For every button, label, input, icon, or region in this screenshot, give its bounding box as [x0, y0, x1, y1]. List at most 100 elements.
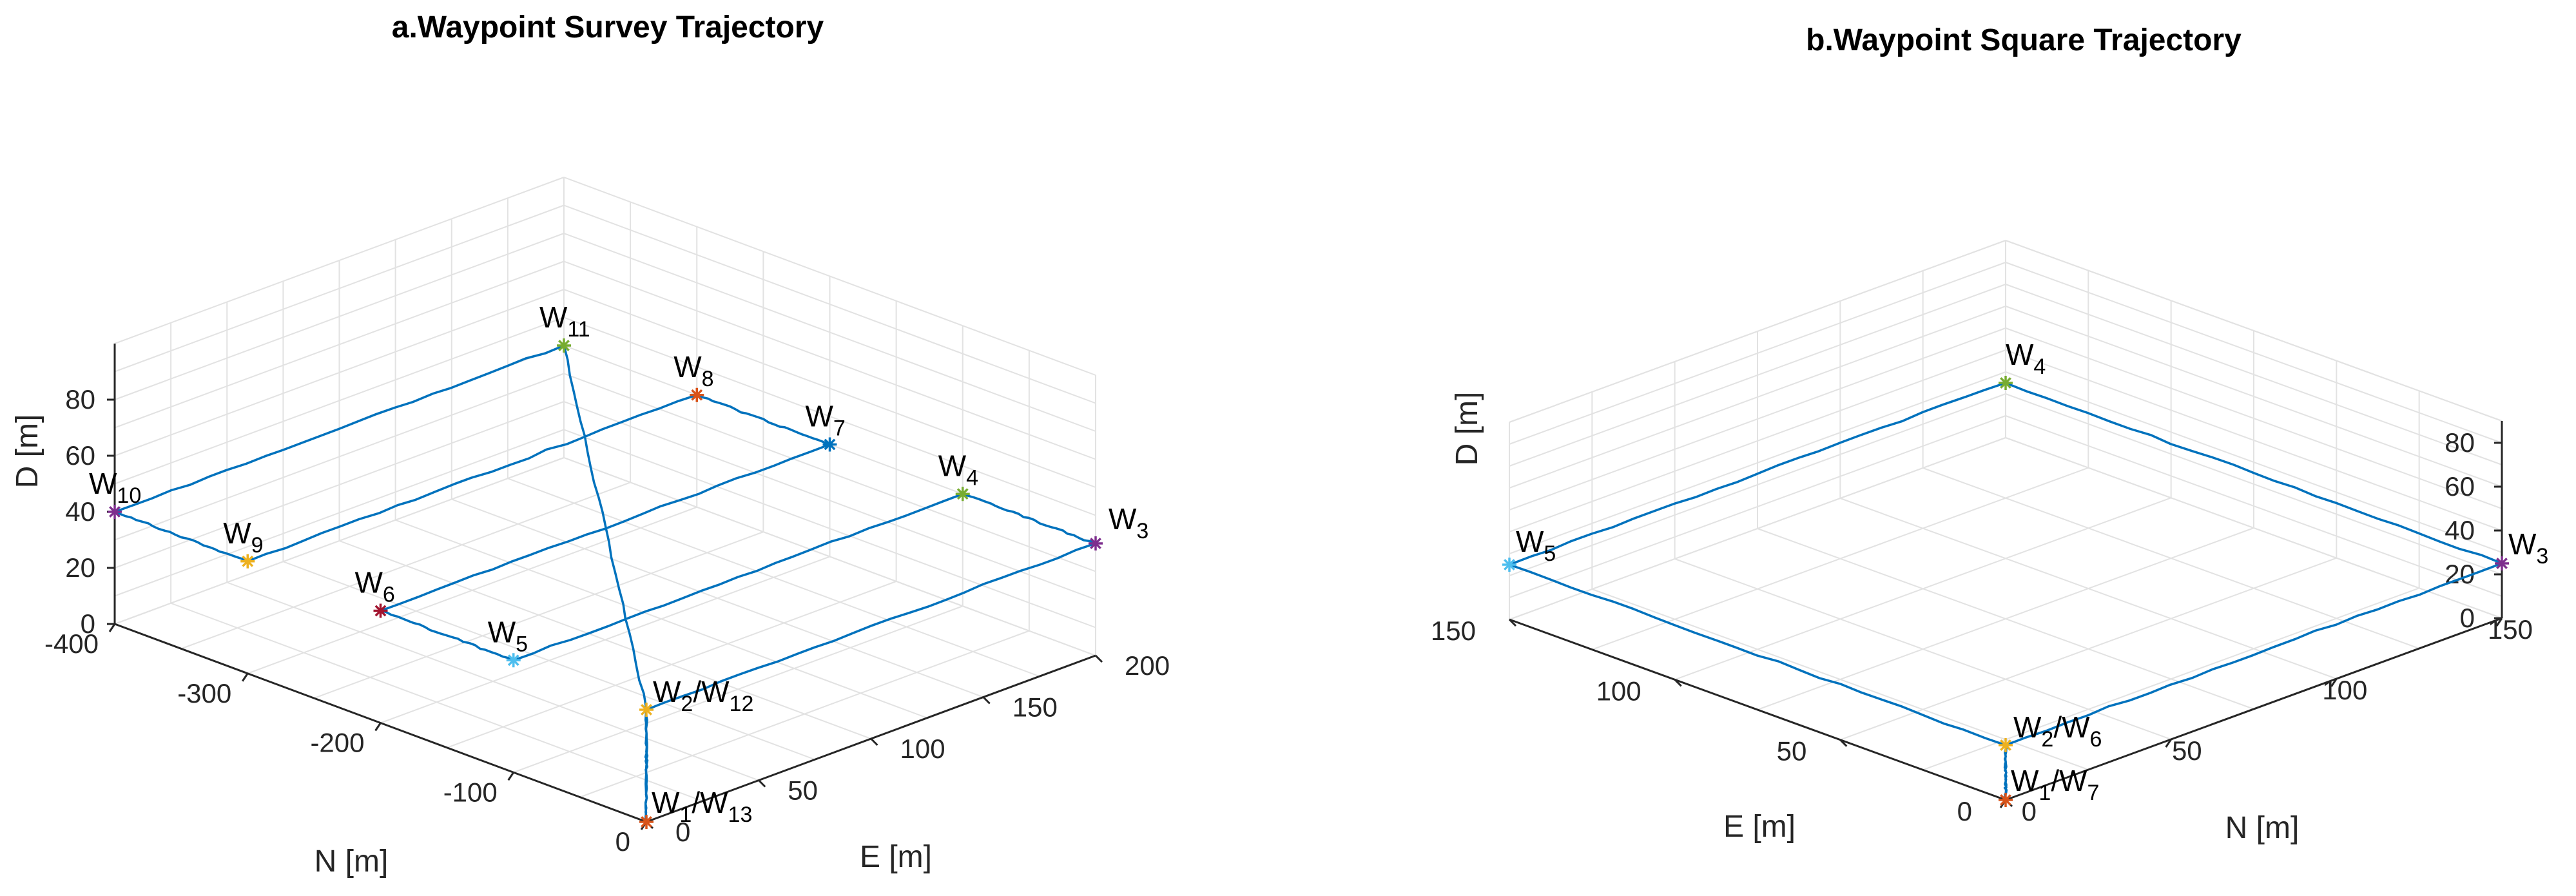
d-tick-label: 40 — [65, 496, 95, 527]
waypoint-label-subscript: 9 — [251, 533, 264, 558]
waypoint-label: W4 — [2006, 338, 2046, 379]
chart-b-axes-box — [1509, 421, 2503, 801]
minor-grid-line — [180, 482, 631, 650]
chart-a-axes-box — [113, 344, 1096, 823]
chart-a-ticks: -400 -300 -200 -100 0 0 50 100 150 200 0 20 40 60 80 — [44, 384, 1170, 857]
waypoint-label: W5 — [488, 615, 528, 656]
e-tick-label: 200 — [1125, 650, 1170, 681]
waypoint-marker — [2000, 377, 2011, 389]
waypoint-label-text: /W — [2053, 710, 2090, 744]
waypoint-label-subscript: 6 — [2090, 727, 2102, 752]
d-tick-label: 0 — [81, 609, 95, 639]
waypoint-label-text: W — [89, 467, 117, 500]
chart-a-title: a.Waypoint Survey Trajectory — [392, 10, 824, 44]
d-tick-label: 80 — [2445, 427, 2475, 458]
grid-line — [114, 289, 565, 456]
minor-grid-line — [395, 519, 927, 719]
waypoint-label-text: W — [2013, 710, 2042, 744]
e-tick-mark — [982, 696, 991, 705]
waypoint-label: W6 — [355, 566, 395, 607]
waypoint-marker — [507, 654, 519, 667]
n-tick-label: 50 — [2172, 735, 2202, 766]
waypoint-1: W1/W13 — [639, 786, 752, 829]
grid-line — [114, 177, 565, 344]
waypoint-label: W8 — [673, 350, 713, 391]
waypoint-label-subscript: 7 — [833, 416, 846, 441]
waypoint-label-text: W — [355, 566, 383, 599]
e-tick-mark — [1674, 679, 1682, 687]
chart-b-gridlines — [1509, 240, 2503, 801]
e-tick-label: 0 — [675, 817, 690, 847]
grid-line — [114, 233, 565, 400]
d-tick-label: 20 — [2445, 559, 2475, 589]
e-tick-mark — [758, 779, 766, 788]
waypoint-1: W1/W7 — [1999, 764, 2099, 807]
minor-grid-line — [447, 580, 896, 748]
e-tick-mark — [1094, 654, 1103, 663]
waypoint-label-text: W — [1516, 525, 1544, 558]
waypoint-label-text: W — [2006, 338, 2034, 371]
waypoint-label-text: W — [223, 516, 251, 550]
waypoint-9: W9 — [223, 516, 264, 569]
waypoint-5: W5 — [1502, 525, 1556, 572]
d-tick-label: 20 — [65, 552, 95, 583]
grid-line — [339, 540, 871, 739]
minor-grid-line — [114, 317, 565, 485]
waypoint-4: W4 — [938, 449, 978, 502]
waypoint-label-text: W — [2508, 527, 2537, 561]
n-tick-label: -300 — [177, 678, 231, 708]
chart-a-d-axis-label: D [m] — [10, 414, 44, 489]
waypoint-5: W5 — [488, 615, 528, 668]
waypoint-10: W10 — [89, 467, 141, 519]
minor-grid-line — [2005, 327, 2503, 509]
minor-grid-line — [114, 260, 565, 429]
d-tick-label: 80 — [65, 384, 95, 414]
waypoint-label-text: W — [539, 300, 568, 334]
d-tick-label: 60 — [65, 440, 95, 471]
e-axis-line — [1509, 618, 2006, 801]
grid-line — [563, 457, 1096, 656]
minor-grid-line — [283, 561, 815, 761]
waypoint-label-subscript: 13 — [728, 803, 753, 827]
waypoint-label-subscript: 12 — [730, 692, 754, 716]
waypoint-marker — [824, 438, 836, 451]
minor-grid-line — [563, 260, 1096, 460]
e-tick-label: 100 — [1596, 676, 1641, 706]
waypoint-label: W1/W13 — [652, 786, 752, 827]
minor-grid-line — [563, 373, 1096, 572]
waypoint-2: W2/W6 — [1999, 710, 2102, 752]
grid-line — [563, 289, 1096, 488]
minor-grid-line — [114, 204, 565, 373]
minor-grid-line — [1509, 327, 2006, 511]
waypoint-label-text: /W — [693, 675, 730, 708]
waypoint-4: W4 — [1999, 338, 2046, 390]
minor-grid-line — [579, 630, 1030, 798]
waypoint-label-subscript: 5 — [516, 632, 528, 656]
waypoint-marker — [374, 605, 387, 617]
grid-line — [114, 457, 565, 625]
waypoint-label: W3 — [2508, 527, 2548, 569]
e-tick-label: 50 — [788, 775, 818, 806]
waypoint-marker — [956, 488, 969, 500]
minor-grid-line — [2005, 240, 2503, 422]
waypoint-11: W11 — [539, 300, 590, 353]
grid-line — [226, 581, 759, 781]
chart-b: b.Waypoint Square Trajectory 05010015005… — [1431, 23, 2548, 845]
waypoint-marker — [1504, 559, 1515, 570]
minor-grid-line — [1509, 284, 2006, 467]
waypoint-marker — [558, 340, 570, 351]
waypoint-7: W7 — [806, 400, 846, 452]
minor-grid-line — [1757, 527, 2254, 710]
minor-grid-line — [2005, 415, 2503, 597]
chart-a-e-axis-label: E [m] — [860, 840, 932, 874]
waypoint-marker — [2496, 558, 2508, 569]
waypoint-label-text: W — [1109, 502, 1137, 536]
chart-b-e-axis-label: E [m] — [1723, 810, 1796, 844]
n-tick-label: 0 — [615, 826, 630, 857]
n-tick-label: -400 — [44, 628, 99, 659]
minor-grid-line — [1509, 240, 2006, 423]
minor-grid-line — [114, 373, 565, 541]
waypoint-label: W2/W6 — [2013, 710, 2102, 752]
